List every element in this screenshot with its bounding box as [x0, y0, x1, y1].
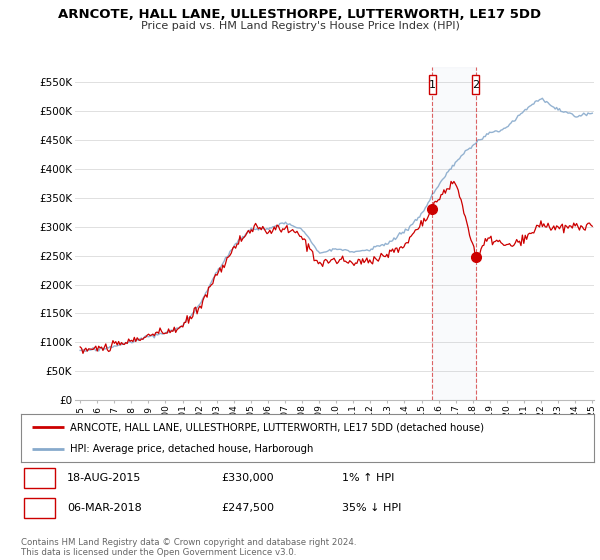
Bar — [472, 74, 479, 95]
Text: HPI: Average price, detached house, Harborough: HPI: Average price, detached house, Harb… — [70, 444, 313, 454]
Text: ARNCOTE, HALL LANE, ULLESTHORPE, LUTTERWORTH, LE17 5DD: ARNCOTE, HALL LANE, ULLESTHORPE, LUTTERW… — [58, 8, 542, 21]
Bar — [24, 498, 55, 518]
Text: ARNCOTE, HALL LANE, ULLESTHORPE, LUTTERWORTH, LE17 5DD (detached house): ARNCOTE, HALL LANE, ULLESTHORPE, LUTTERW… — [70, 422, 484, 432]
Text: 1% ↑ HPI: 1% ↑ HPI — [342, 473, 394, 483]
Bar — [428, 74, 436, 95]
Bar — [24, 468, 55, 488]
Text: 1: 1 — [429, 80, 436, 90]
Text: £247,500: £247,500 — [221, 503, 275, 513]
Text: 06-MAR-2018: 06-MAR-2018 — [67, 503, 142, 513]
Text: Price paid vs. HM Land Registry's House Price Index (HPI): Price paid vs. HM Land Registry's House … — [140, 21, 460, 31]
Text: 1: 1 — [36, 473, 43, 483]
Text: 35% ↓ HPI: 35% ↓ HPI — [342, 503, 401, 513]
Text: Contains HM Land Registry data © Crown copyright and database right 2024.
This d: Contains HM Land Registry data © Crown c… — [21, 538, 356, 557]
Text: 2: 2 — [472, 80, 479, 90]
Bar — [433, 67, 476, 400]
Text: £330,000: £330,000 — [221, 473, 274, 483]
Text: 2: 2 — [36, 503, 43, 513]
Text: 18-AUG-2015: 18-AUG-2015 — [67, 473, 141, 483]
